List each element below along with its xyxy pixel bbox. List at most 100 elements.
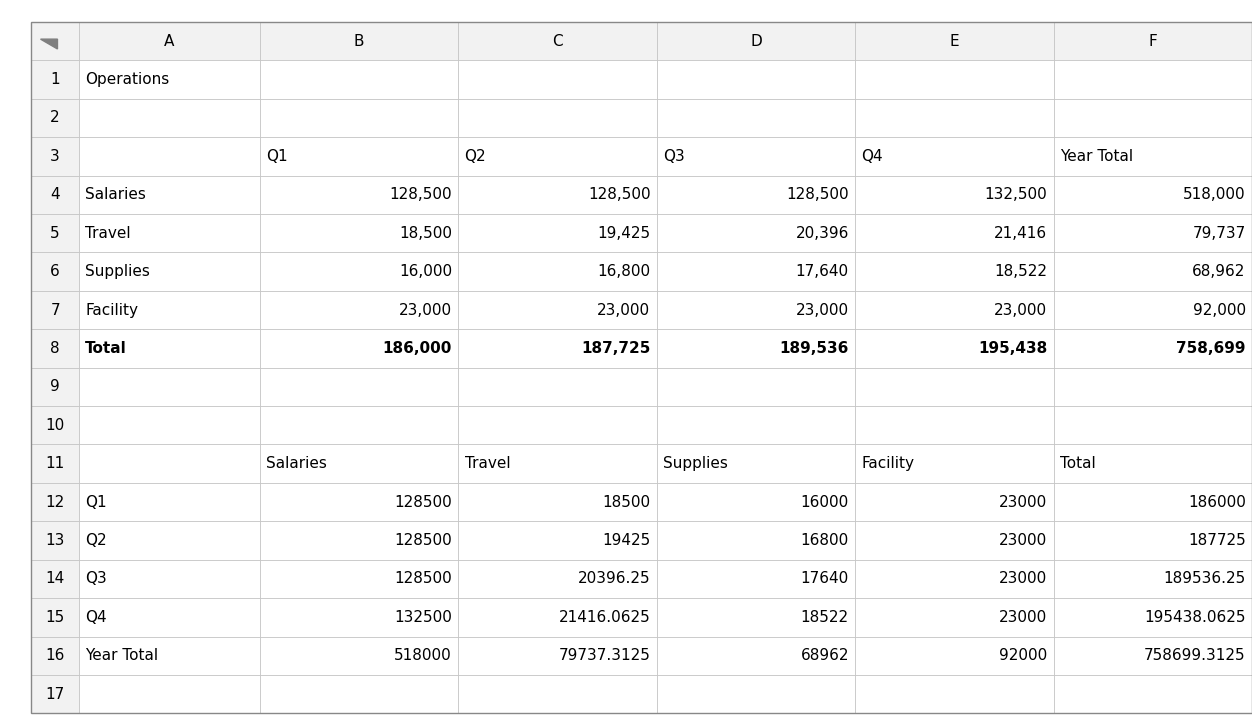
Bar	[855, 445, 1054, 483]
Bar	[79, 598, 260, 636]
Bar	[1054, 521, 1252, 560]
Text: 16,000: 16,000	[399, 264, 452, 279]
Text: 518,000: 518,000	[1183, 187, 1246, 202]
Text: 128500: 128500	[394, 533, 452, 548]
Bar	[657, 290, 855, 329]
Text: 21416.0625: 21416.0625	[558, 610, 651, 625]
Text: Q3: Q3	[85, 571, 106, 587]
Text: 18,500: 18,500	[399, 226, 452, 241]
Text: 12: 12	[45, 494, 65, 510]
Bar	[1054, 329, 1252, 368]
Text: 79,737: 79,737	[1192, 226, 1246, 241]
Polygon shape	[40, 39, 58, 49]
Bar	[458, 329, 657, 368]
Text: 23,000: 23,000	[597, 303, 651, 317]
Bar	[1054, 406, 1252, 445]
Bar	[1054, 483, 1252, 521]
Text: 18500: 18500	[602, 494, 651, 510]
Text: 189,536: 189,536	[780, 341, 849, 356]
Bar	[855, 521, 1054, 560]
Text: 7: 7	[50, 303, 60, 317]
Bar	[1054, 368, 1252, 406]
Text: Q4: Q4	[85, 610, 106, 625]
Text: Travel: Travel	[464, 456, 510, 471]
Text: Supplies: Supplies	[85, 264, 150, 279]
Text: 16800: 16800	[800, 533, 849, 548]
Text: 23000: 23000	[999, 494, 1048, 510]
Text: 15: 15	[45, 610, 65, 625]
Bar	[855, 253, 1054, 290]
Bar	[458, 60, 657, 99]
Text: 11: 11	[45, 456, 65, 471]
Text: 4: 4	[50, 187, 60, 202]
Text: 23000: 23000	[999, 533, 1048, 548]
Bar	[1054, 290, 1252, 329]
Bar	[31, 521, 79, 560]
Bar	[79, 253, 260, 290]
Bar	[31, 22, 79, 60]
Text: 23,000: 23,000	[796, 303, 849, 317]
Bar	[458, 22, 657, 60]
Text: Q2: Q2	[464, 149, 486, 164]
Bar	[1054, 675, 1252, 713]
Bar	[458, 368, 657, 406]
Text: Facility: Facility	[85, 303, 138, 317]
Bar	[657, 175, 855, 214]
Text: 23000: 23000	[999, 571, 1048, 587]
Bar	[855, 137, 1054, 175]
Bar	[657, 521, 855, 560]
Text: 17: 17	[45, 687, 65, 702]
Text: F: F	[1148, 33, 1157, 49]
Text: Year Total: Year Total	[1060, 149, 1133, 164]
Bar	[657, 99, 855, 137]
Text: Salaries: Salaries	[267, 456, 327, 471]
Bar	[260, 483, 458, 521]
Bar	[855, 560, 1054, 598]
Text: 518000: 518000	[394, 649, 452, 663]
Bar	[260, 521, 458, 560]
Bar	[1054, 253, 1252, 290]
Bar	[79, 368, 260, 406]
Bar	[657, 483, 855, 521]
Bar	[1054, 22, 1252, 60]
Bar	[1054, 137, 1252, 175]
Bar	[1054, 560, 1252, 598]
Text: 132500: 132500	[394, 610, 452, 625]
Bar	[657, 406, 855, 445]
Text: 68962: 68962	[800, 649, 849, 663]
Text: D: D	[750, 33, 761, 49]
Bar	[31, 60, 79, 99]
Bar	[657, 253, 855, 290]
Text: 16: 16	[45, 649, 65, 663]
Text: Travel: Travel	[85, 226, 130, 241]
Bar	[855, 175, 1054, 214]
Bar	[657, 598, 855, 636]
Bar	[31, 290, 79, 329]
Bar	[855, 406, 1054, 445]
Bar	[855, 368, 1054, 406]
Text: 9: 9	[50, 379, 60, 395]
Bar	[79, 99, 260, 137]
Bar	[31, 99, 79, 137]
Text: 186,000: 186,000	[383, 341, 452, 356]
Bar	[458, 137, 657, 175]
Bar	[79, 290, 260, 329]
Bar	[855, 636, 1054, 675]
Text: Q1: Q1	[85, 494, 106, 510]
Bar	[79, 329, 260, 368]
Bar	[31, 406, 79, 445]
Bar	[79, 560, 260, 598]
Text: 187,725: 187,725	[581, 341, 651, 356]
Bar	[79, 675, 260, 713]
Bar	[855, 290, 1054, 329]
Bar	[458, 406, 657, 445]
Bar	[657, 368, 855, 406]
Bar	[79, 445, 260, 483]
Text: 2: 2	[50, 111, 60, 125]
Text: Total: Total	[85, 341, 126, 356]
Text: 1: 1	[50, 72, 60, 87]
Text: 16,800: 16,800	[597, 264, 651, 279]
Text: 5: 5	[50, 226, 60, 241]
Text: Year Total: Year Total	[85, 649, 158, 663]
Text: 128,500: 128,500	[389, 187, 452, 202]
